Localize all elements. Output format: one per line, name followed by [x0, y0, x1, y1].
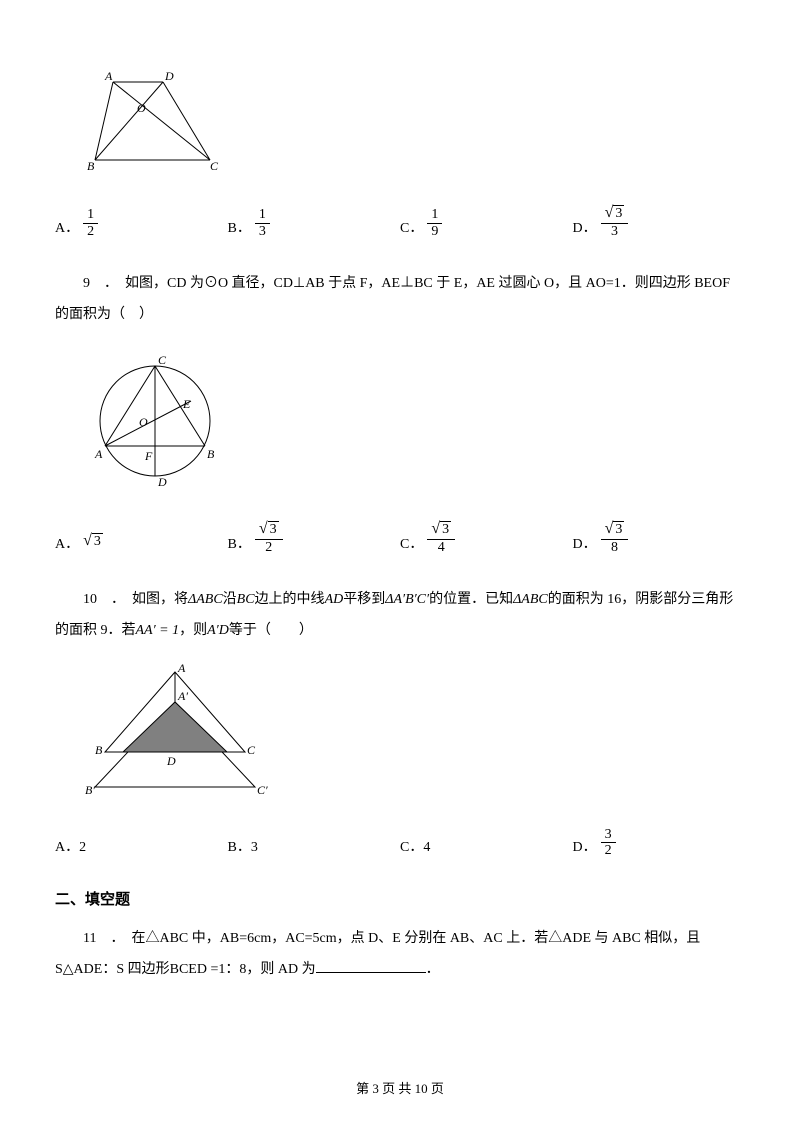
q9-option-b: B． √3 2: [228, 521, 401, 555]
q10-option-d: D． 32: [573, 827, 746, 859]
label-o: O: [137, 101, 146, 115]
q9-option-d: D． √3 8: [573, 521, 746, 555]
q9-text: 9 ． 如图，CD 为⊙O 直径，CD⊥AB 于点 F，AE⊥BC 于 E，AE…: [55, 269, 745, 331]
fill-blank: [316, 959, 426, 973]
label-d: D: [157, 475, 167, 489]
label-b: B: [95, 743, 103, 757]
q10-option-a: A．2: [55, 827, 228, 859]
label-d: D: [164, 70, 174, 83]
label-e: E: [182, 397, 191, 411]
label-c: C: [210, 159, 219, 173]
q10-text: 10 ． 如图，将ΔABC沿BC边上的中线AD平移到ΔA′B′C′的位置．已知Δ…: [55, 585, 745, 647]
q9-options: A． √3 B． √3 2 C． √3 4 D． √3 8: [55, 521, 745, 555]
label-bp: B′: [85, 783, 95, 797]
label-d: D: [166, 754, 176, 768]
label-b: B: [87, 159, 95, 173]
q10-figure: A A′ B D C B′ C′: [85, 662, 745, 807]
label-cp: C′: [257, 783, 268, 797]
q10-option-b: B．3: [228, 827, 401, 859]
label-a: A: [94, 447, 103, 461]
label-o: O: [139, 415, 148, 429]
label-c: C: [247, 743, 256, 757]
q9-figure: C E O A F B D: [85, 346, 745, 501]
section-2-title: 二、填空题: [55, 888, 745, 909]
q8-option-d: D． √3 3: [573, 205, 746, 239]
q11-text: 11 ． 在△ABC 中，AB=6cm，AC=5cm，点 D、E 分别在 AB、…: [55, 924, 745, 986]
label-a: A: [104, 70, 113, 83]
q9-option-a: A． √3: [55, 521, 228, 555]
page-footer: 第 3 页 共 10 页: [0, 1078, 800, 1097]
q9-option-c: C． √3 4: [400, 521, 573, 555]
q8-option-a: A． 12: [55, 205, 228, 239]
label-ap: A′: [177, 689, 188, 703]
q10-options: A．2 B．3 C．4 D． 32: [55, 827, 745, 859]
q8-option-c: C． 19: [400, 205, 573, 239]
q10-option-c: C．4: [400, 827, 573, 859]
q8-option-b: B． 13: [228, 205, 401, 239]
label-b: B: [207, 447, 215, 461]
label-c: C: [158, 353, 167, 367]
q8-figure: A D O B C: [85, 70, 745, 185]
label-a: A: [177, 662, 186, 675]
q8-options: A． 12 B． 13 C． 19 D． √3 3: [55, 205, 745, 239]
label-f: F: [144, 449, 153, 463]
